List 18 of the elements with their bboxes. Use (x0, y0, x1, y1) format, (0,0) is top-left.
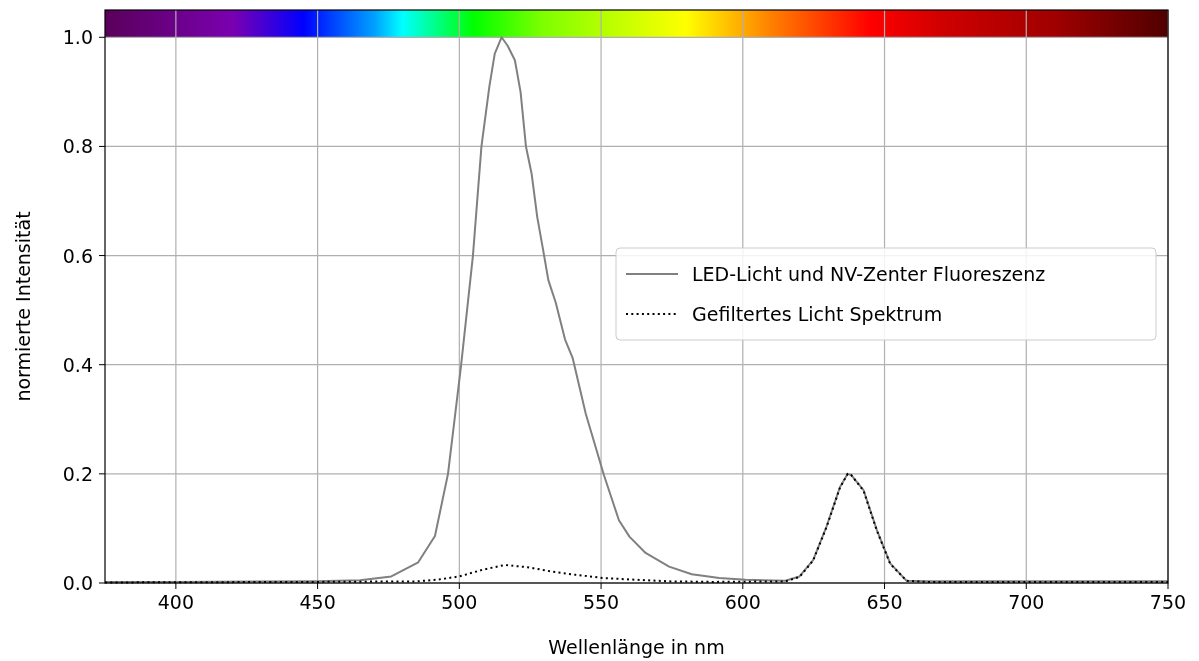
y-tick-label: 0.0 (62, 572, 93, 594)
x-tick-label: 700 (1008, 591, 1045, 613)
x-tick-label: 500 (441, 591, 478, 613)
y-tick-label: 0.2 (62, 462, 93, 485)
y-tick-label: 0.6 (62, 244, 93, 267)
x-tick-label: 650 (866, 591, 903, 613)
x-axis-title: Wellenlänge in nm (548, 636, 725, 658)
legend-label: LED-Licht und NV-Zenter Fluoreszenz (692, 263, 1046, 285)
y-tick-label: 1.0 (62, 26, 93, 49)
x-tick-label: 550 (582, 591, 620, 613)
x-tick-label: 750 (1149, 591, 1187, 613)
x-tick-label: 600 (724, 591, 761, 613)
y-axis-title: normierte Intensität (12, 211, 34, 402)
legend-label: Gefiltertes Licht Spektrum (692, 303, 943, 325)
y-tick-label: 0.4 (62, 353, 93, 376)
y-tick-label: 0.8 (62, 135, 93, 158)
x-tick-label: 450 (299, 591, 336, 613)
x-tick-label: 400 (157, 591, 194, 613)
